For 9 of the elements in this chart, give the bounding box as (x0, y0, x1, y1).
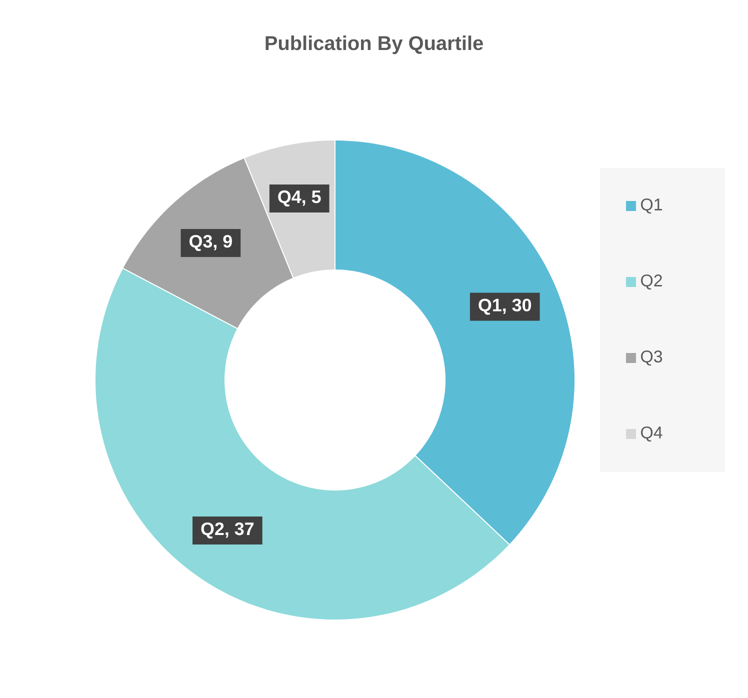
data-label: Q1, 30 (478, 298, 532, 315)
data-label: Q4, 5 (278, 190, 321, 206)
legend-label: Q2 (641, 274, 662, 290)
chart-title: Publication By Quartile (266, 36, 483, 54)
data-label: Q3, 9 (189, 234, 232, 252)
legend-label: Q3 (641, 350, 662, 366)
legend-label: Q1 (641, 198, 662, 214)
data-label: Q2, 37 (201, 522, 254, 539)
legend-label: Q4 (641, 426, 662, 442)
